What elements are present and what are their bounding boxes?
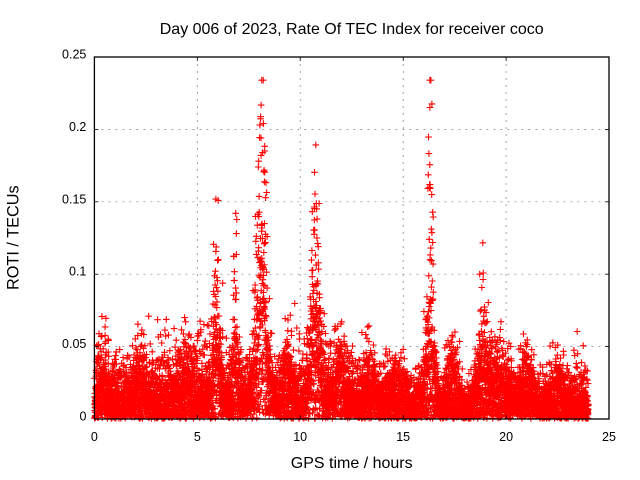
svg-text:10: 10 [293,430,307,444]
svg-text:15: 15 [396,430,410,444]
svg-text:0: 0 [79,410,86,424]
svg-text:5: 5 [194,430,201,444]
svg-text:ROTI / TECUs: ROTI / TECUs [5,185,23,290]
svg-text:Day 006 of 2023, Rate Of TEC I: Day 006 of 2023, Rate Of TEC Index for r… [160,21,544,38]
svg-text:0.05: 0.05 [62,337,86,351]
svg-text:0.25: 0.25 [62,48,86,62]
svg-text:20: 20 [499,430,513,444]
svg-text:0.15: 0.15 [62,192,86,206]
svg-text:25: 25 [602,430,616,444]
svg-text:0.1: 0.1 [69,265,86,279]
svg-text:0.2: 0.2 [69,120,86,134]
svg-text:GPS time / hours: GPS time / hours [291,455,413,472]
svg-text:0: 0 [91,430,98,444]
